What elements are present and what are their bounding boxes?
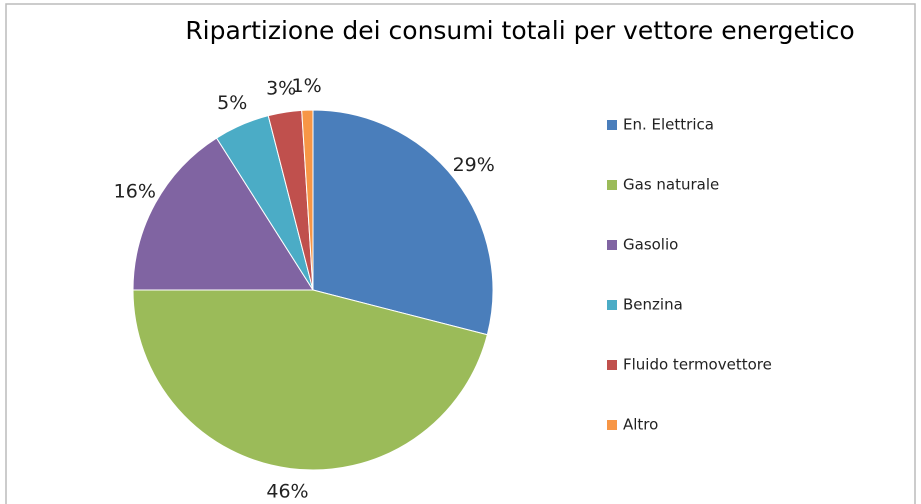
legend-label: Altro [623, 416, 658, 434]
data-label: 16% [114, 181, 156, 203]
legend-label: Benzina [623, 296, 683, 314]
data-label: 1% [292, 75, 322, 97]
data-label: 29% [453, 154, 495, 176]
legend-swatch [607, 120, 617, 130]
data-label: 3% [266, 78, 296, 100]
legend-label: Gas naturale [623, 176, 719, 194]
legend-label: En. Elettrica [623, 116, 714, 134]
pie-slice [132, 289, 488, 471]
pie-slice [312, 109, 494, 336]
chart-title: Ripartizione dei consumi totali per vett… [185, 16, 855, 45]
legend-swatch [607, 420, 617, 430]
legend-label: Fluido termovettore [623, 356, 772, 374]
legend-swatch [607, 180, 617, 190]
pie-slice [132, 137, 314, 291]
legend-swatch [607, 240, 617, 250]
pie-slice [301, 109, 314, 291]
data-label: 46% [266, 480, 308, 502]
legend-label: Gasolio [623, 236, 678, 254]
legend-swatch [607, 300, 617, 310]
data-label: 5% [217, 92, 247, 114]
legend-swatch [607, 360, 617, 370]
